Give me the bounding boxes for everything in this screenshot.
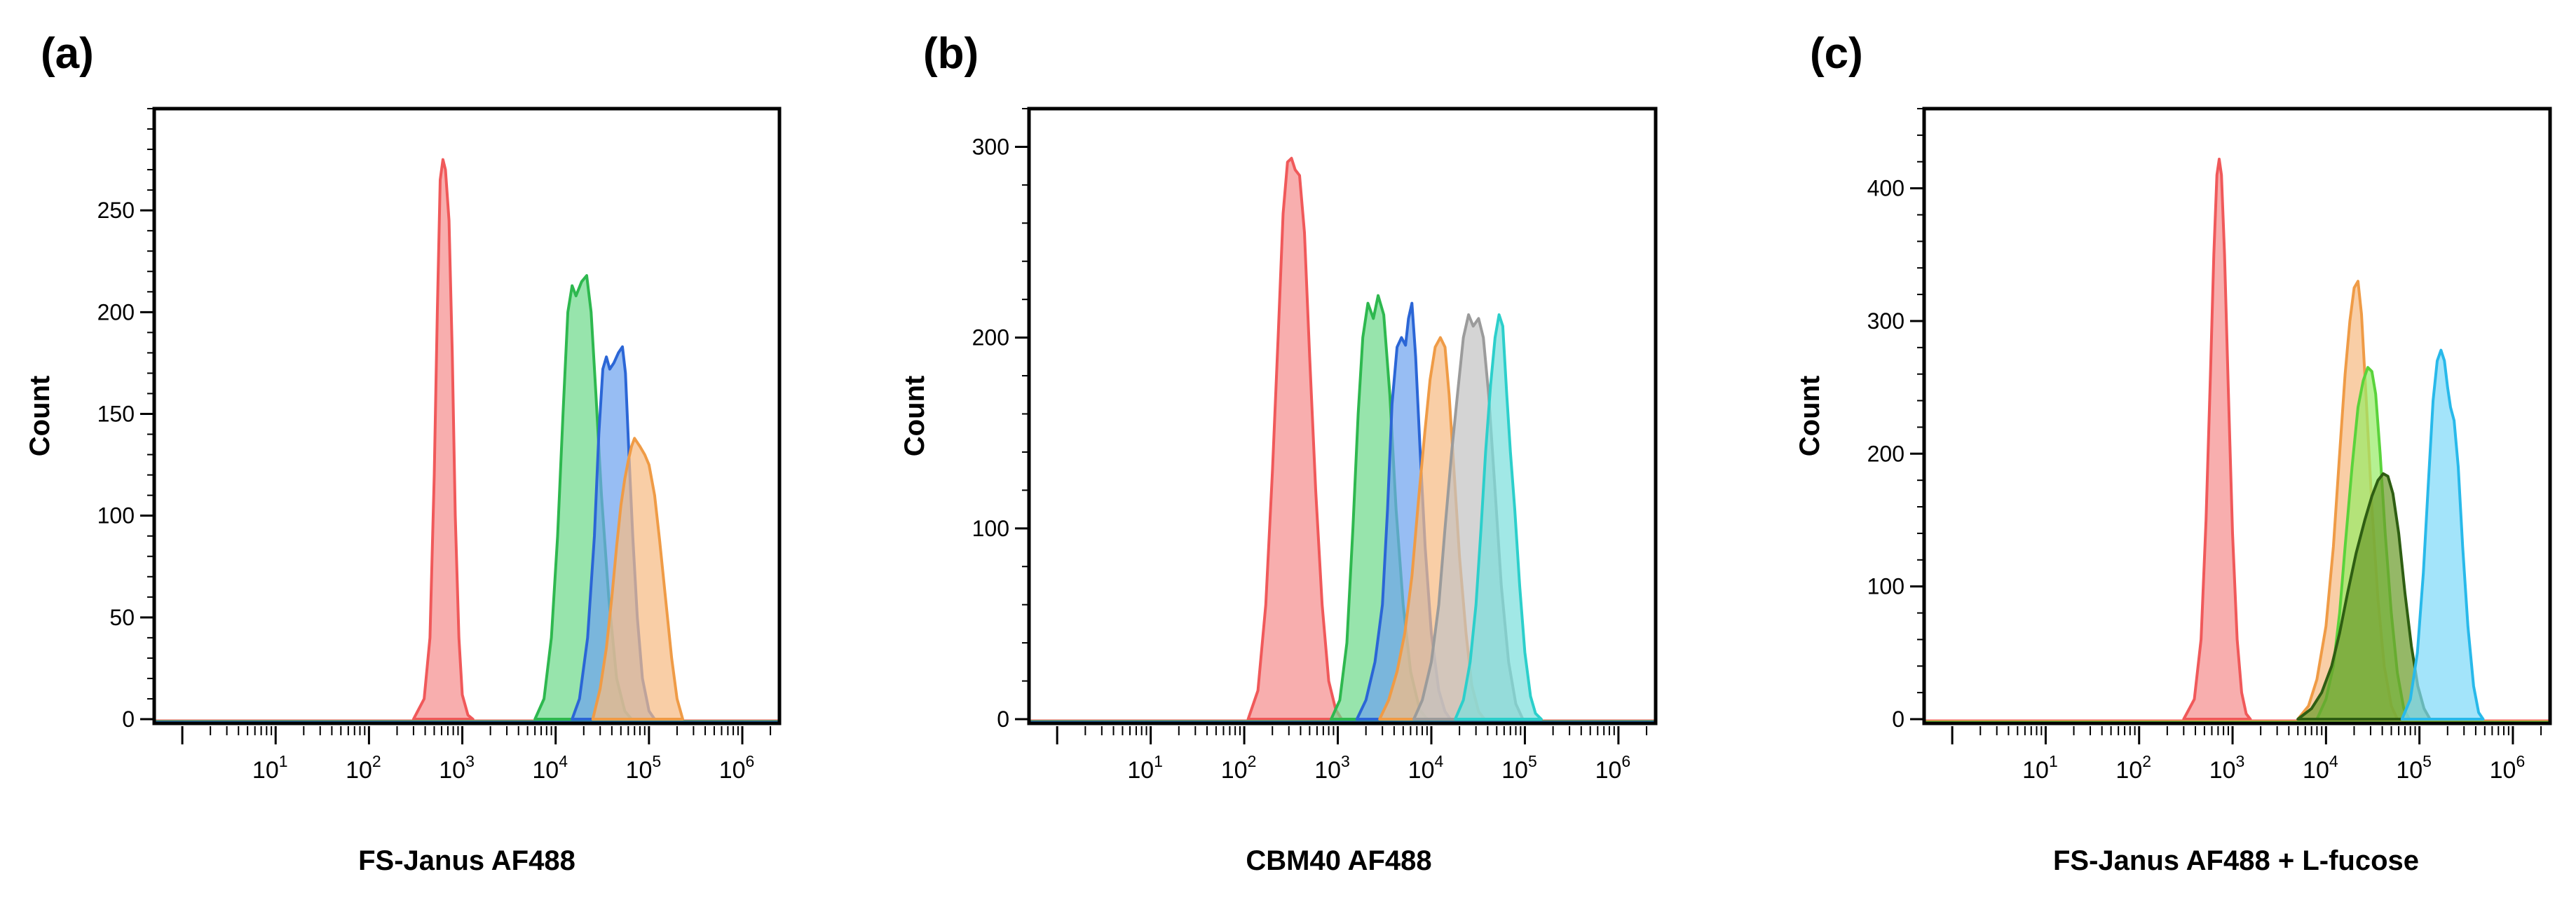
histogram-series-1 [411,158,475,721]
y-tick-label: 200 [97,299,135,325]
y-tick-label: 0 [122,707,135,732]
y-tick-label: 0 [997,707,1009,732]
x-tick-label: 104 [532,752,568,784]
y-tick-label: 400 [1867,176,1904,201]
series-group [154,158,779,723]
histogram-series-1 [1246,156,1344,721]
x-axis-title: FS-Janus AF488 + L-fucose [2053,845,2419,876]
panel-2: (b) 0 100 200 300 101 102 103 104 105 106 Count CBM4… [899,29,1658,876]
panel-1: (a) 0 50 100 150 200 250 101 102 103 104 105 106 Coun… [25,29,782,876]
y-axis-title: Count [25,376,55,457]
plot-frame [152,107,782,725]
plot-frame [1922,107,2552,725]
panel-label: (a) [41,29,94,78]
y-tick-label: 100 [1867,574,1904,599]
x-tick-label: 103 [439,752,475,784]
x-tick-label: 105 [1501,752,1537,784]
x-tick-label: 102 [1221,752,1257,784]
y-axis-title: Count [1794,376,1825,457]
y-tick-label: 200 [1867,441,1904,466]
panel-3: (c) 0 100 200 300 400 101 102 103 104 105 106 Count F… [1794,29,2552,876]
x-tick-label: 104 [2303,752,2338,784]
y-axis-title: Count [899,376,930,457]
x-tick-label: 106 [2490,752,2526,784]
x-tick-label: 104 [1408,752,1444,784]
x-tick-label: 105 [2396,752,2432,784]
panel-label: (b) [923,29,979,78]
histogram-series-1 [2182,158,2252,721]
x-tick-label: 106 [1595,752,1631,784]
y-tick-label: 300 [972,134,1009,159]
x-axis-title: FS-Janus AF488 [358,845,575,876]
y-tick-label: 50 [109,605,135,630]
x-tick-label: 105 [626,752,662,784]
x-tick-label: 106 [719,752,755,784]
x-tick-label: 103 [1314,752,1350,784]
y-tick-label: 300 [1867,308,1904,334]
x-tick-label: 102 [346,752,381,784]
x-tick-label: 101 [252,752,288,784]
x-axis-title: CBM40 AF488 [1246,845,1431,876]
plot-frame [1027,107,1658,725]
series-group [1924,158,2550,723]
panel-label: (c) [1810,29,1863,78]
histogram-series-5 [2400,348,2485,721]
x-tick-label: 102 [2115,752,2151,784]
y-tick-label: 100 [972,516,1009,541]
y-tick-label: 200 [972,325,1009,350]
y-tick-label: 0 [1892,707,1904,732]
y-tick-label: 150 [97,402,135,427]
histogram-series-4 [591,437,684,721]
y-tick-label: 250 [97,198,135,223]
histogram-series-6 [1454,313,1543,721]
series-group [1029,156,1656,723]
x-tick-label: 101 [1127,752,1163,784]
y-tick-label: 100 [97,503,135,529]
x-tick-label: 103 [2209,752,2245,784]
x-tick-label: 101 [2022,752,2058,784]
